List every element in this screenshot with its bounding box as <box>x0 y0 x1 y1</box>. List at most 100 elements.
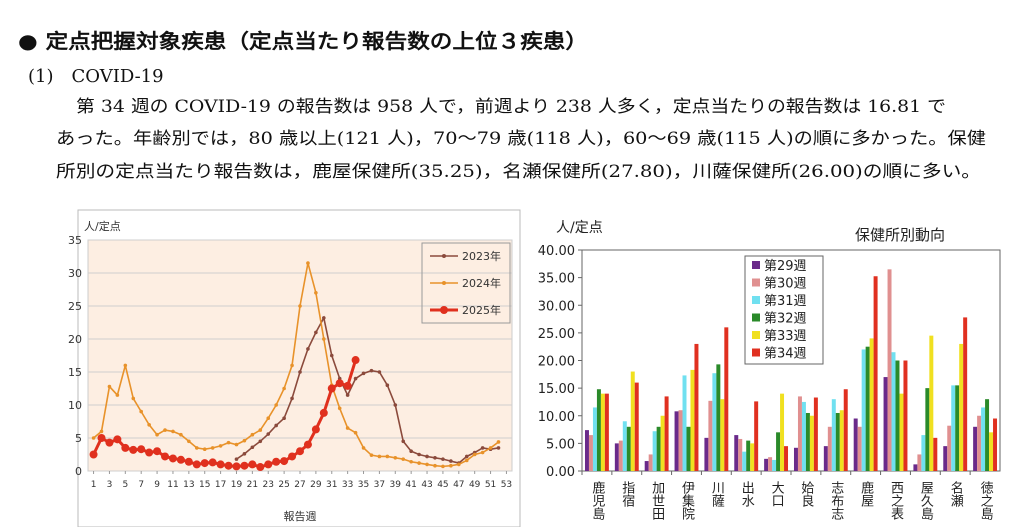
bar <box>614 443 619 471</box>
bar <box>797 396 802 471</box>
x-tick-label: 49 <box>469 480 481 490</box>
x-tick-label: 川薩 <box>709 481 725 507</box>
data-point <box>97 434 106 442</box>
legend-box <box>421 242 511 324</box>
data-point <box>131 396 136 401</box>
bar <box>823 446 828 471</box>
bar <box>712 373 717 471</box>
x-tick-label: 31 <box>326 480 337 490</box>
bar <box>784 446 789 471</box>
bar <box>959 343 964 471</box>
data-point <box>256 463 265 472</box>
y-tick-label: 15.00 <box>538 382 575 397</box>
bar <box>793 447 798 471</box>
x-tick-label: 指宿 <box>619 481 635 507</box>
bar <box>656 426 661 471</box>
data-point <box>163 428 167 432</box>
bar <box>813 397 818 471</box>
bar <box>925 388 930 471</box>
data-point <box>335 379 344 388</box>
bar <box>768 457 773 471</box>
data-point <box>480 446 485 450</box>
bar <box>734 435 739 471</box>
bar <box>746 440 751 471</box>
data-point <box>216 460 225 469</box>
heading: ● 定点把握対象疾患（定点当たり報告数の上位３疾患） <box>18 29 588 53</box>
data-point <box>282 386 286 391</box>
data-point <box>337 406 342 411</box>
x-tick-label: 5 <box>122 480 128 490</box>
legend-swatch <box>752 261 760 269</box>
legend-swatch <box>752 278 760 287</box>
data-point <box>409 459 413 464</box>
x-tick-label: 11 <box>167 480 178 490</box>
chart-title: 保健所別動向 <box>855 226 945 244</box>
data-point <box>377 454 382 459</box>
data-point <box>91 436 96 440</box>
data-point <box>161 452 170 461</box>
bar <box>776 432 781 471</box>
x-tick-label: 47 <box>453 480 464 490</box>
data-point <box>401 439 406 444</box>
x-tick-label: 名瀬 <box>948 480 964 507</box>
y-tick-label: 10.00 <box>538 410 575 425</box>
series-line <box>236 315 499 464</box>
y-tick-label: 25.00 <box>538 327 575 342</box>
data-point <box>441 457 445 461</box>
bar <box>738 438 743 471</box>
x-axis-label: 報告週 <box>284 510 317 523</box>
data-point <box>242 438 247 443</box>
bar <box>720 399 725 471</box>
x-tick-label: 伊集院 <box>679 481 695 520</box>
bar <box>977 415 982 471</box>
data-point <box>208 458 217 467</box>
bar <box>887 269 892 471</box>
y-tick-label: 10 <box>68 399 82 412</box>
x-tick-label: 51 <box>485 480 496 490</box>
data-point <box>417 452 421 457</box>
paragraph-line: 第 34 週の COVID-19 の報告数は 958 人で，前週より 238 人… <box>76 97 946 117</box>
legend-label: 第30週 <box>764 277 807 292</box>
bar <box>750 443 755 471</box>
bar <box>899 393 904 471</box>
y-tick-label: 25 <box>68 300 82 313</box>
x-tick-label: 加世田 <box>649 481 665 520</box>
x-tick-label: 27 <box>294 480 305 490</box>
bar <box>780 393 785 471</box>
bar <box>929 335 934 471</box>
x-tick-label: 39 <box>390 480 402 490</box>
bar <box>644 461 649 471</box>
legend-label: 第34週 <box>764 347 807 362</box>
legend-swatch <box>752 331 760 339</box>
x-tick-label: 23 <box>263 480 274 490</box>
bar <box>883 377 888 471</box>
bar <box>622 421 627 471</box>
bar <box>873 276 878 471</box>
x-tick-label: 29 <box>310 480 322 490</box>
data-point <box>240 461 249 470</box>
data-point <box>123 363 128 368</box>
bar <box>843 389 848 471</box>
data-point <box>224 461 233 470</box>
y-tick-label: 15 <box>68 366 82 379</box>
bar <box>985 399 990 471</box>
data-point <box>345 393 350 397</box>
data-point <box>210 446 215 450</box>
legend-box <box>744 255 824 365</box>
bar <box>694 343 699 471</box>
data-point <box>329 353 334 358</box>
x-tick-label: 15 <box>199 480 210 490</box>
data-point <box>274 403 278 407</box>
x-tick-label: 19 <box>231 480 243 490</box>
bar <box>963 317 968 471</box>
x-tick-label: 33 <box>342 480 353 490</box>
x-tick-label: 25 <box>278 480 289 490</box>
data-point <box>171 429 175 434</box>
data-point <box>393 456 398 460</box>
legend-label: 2023年 <box>462 249 501 263</box>
y-tick-label: 35 <box>68 234 82 247</box>
data-point <box>272 457 281 466</box>
series-line <box>93 262 499 468</box>
subheading: (1) COVID-19 <box>28 66 164 87</box>
